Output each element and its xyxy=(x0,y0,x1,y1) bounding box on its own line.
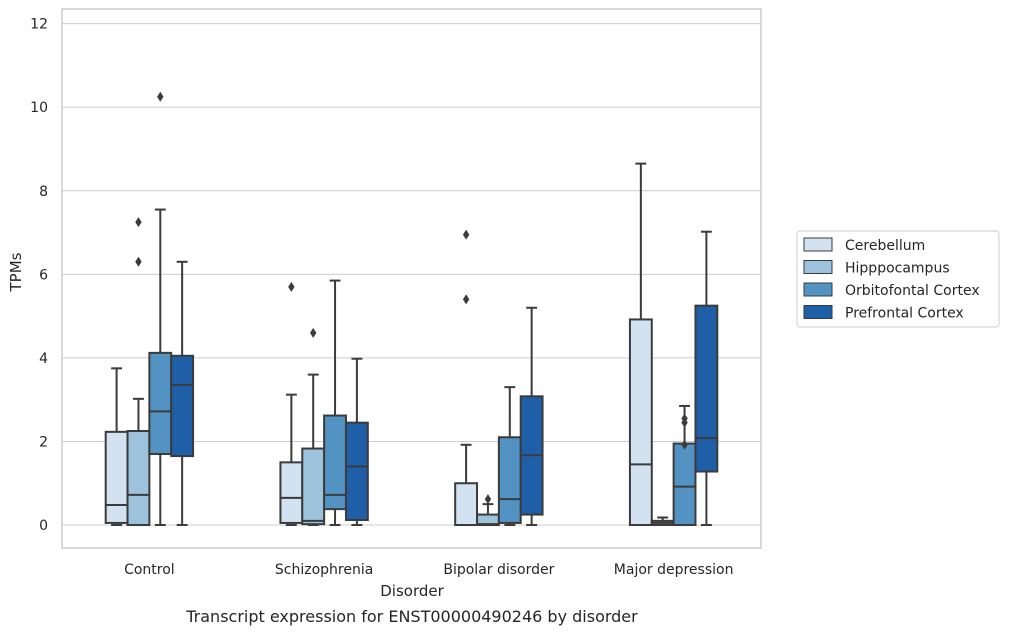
legend-swatch xyxy=(803,260,833,274)
box-orbitofontal-cortex xyxy=(148,91,173,527)
x-tick-label: Major depression xyxy=(614,562,734,578)
outlier-point xyxy=(462,229,470,240)
outlier-point xyxy=(157,91,164,102)
iqr-box xyxy=(344,421,369,522)
iqr-box xyxy=(279,461,304,524)
y-axis-title: TPMs xyxy=(7,252,25,292)
legend-swatch xyxy=(803,237,833,252)
iqr-box xyxy=(628,318,653,527)
iqr-box xyxy=(170,354,195,458)
box-prefrontal-cortex xyxy=(519,306,544,527)
x-tick-label: Schizophrenia xyxy=(275,562,373,578)
outlier-point xyxy=(288,281,295,292)
outlier-point xyxy=(135,256,142,267)
iqr-box xyxy=(301,447,326,526)
box-hipppocampus xyxy=(650,516,675,527)
y-tick-label: 8 xyxy=(39,184,48,200)
y-tick-label: 10 xyxy=(30,100,48,116)
box-orbitofontal-cortex xyxy=(672,404,697,527)
y-tick-label: 6 xyxy=(39,267,48,283)
box-orbitofontal-cortex xyxy=(497,386,522,527)
iqr-box xyxy=(672,442,697,527)
box-prefrontal-cortex xyxy=(170,260,195,527)
outlier-point xyxy=(310,327,317,338)
plot-frame xyxy=(61,8,762,549)
box-cerebellum xyxy=(104,367,129,527)
legend-label: Hipppocampus xyxy=(845,261,950,277)
outlier-point xyxy=(462,294,470,305)
iqr-box xyxy=(104,430,129,524)
legend-swatch xyxy=(803,305,833,319)
box-prefrontal-cortex xyxy=(344,357,369,527)
iqr-box xyxy=(454,482,479,527)
box-hipppocampus xyxy=(126,217,151,527)
x-tick-label: Bipolar disorder xyxy=(443,562,554,578)
iqr-box xyxy=(497,436,522,524)
box-prefrontal-cortex xyxy=(694,230,719,527)
box-hipppocampus xyxy=(301,327,326,527)
y-tick-label: 2 xyxy=(39,434,48,450)
legend-label: Cerebellum xyxy=(845,238,925,254)
iqr-box xyxy=(694,304,719,473)
legend-label: Prefrontal Cortex xyxy=(845,306,964,322)
legend-label: Orbitofontal Cortex xyxy=(845,283,980,299)
legend: Cerebellum Hipppocampus Orbitofontal Corte… xyxy=(796,230,1000,328)
box-hipppocampus xyxy=(476,494,500,527)
y-tick-label: 12 xyxy=(30,17,48,33)
iqr-box xyxy=(126,430,151,527)
x-tick-label: Control xyxy=(124,562,175,578)
iqr-box xyxy=(148,351,173,455)
legend-swatch xyxy=(803,282,833,297)
x-axis-title: Disorder xyxy=(380,582,444,600)
box-cerebellum xyxy=(454,229,479,527)
box-cerebellum xyxy=(279,281,304,527)
outlier-point xyxy=(484,494,492,505)
outlier-point xyxy=(135,217,142,228)
y-tick-label: 0 xyxy=(39,518,48,534)
box-cerebellum xyxy=(628,162,653,527)
legend-frame xyxy=(796,230,1000,328)
chart-caption: Transcript expression for ENST0000049024… xyxy=(185,607,638,626)
outlier-point xyxy=(681,439,688,450)
y-tick-label: 4 xyxy=(39,351,48,367)
box-orbitofontal-cortex xyxy=(323,279,347,527)
outlier-point xyxy=(681,413,688,424)
